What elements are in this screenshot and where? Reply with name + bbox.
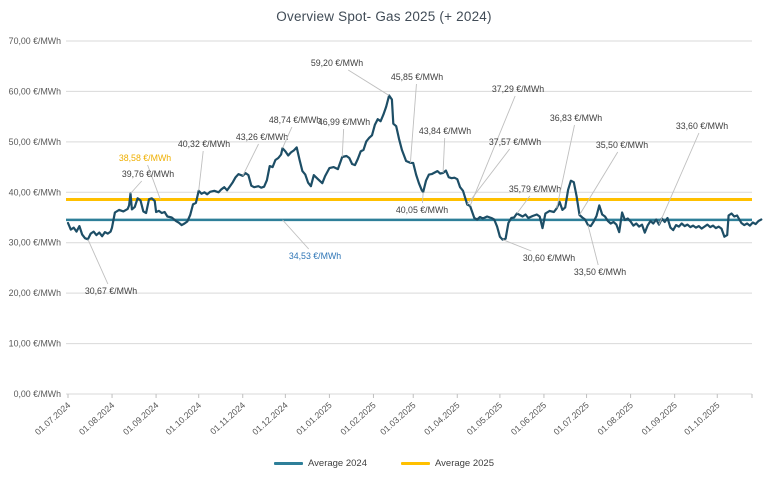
y-axis-tick-label: 50,00 €/MWh <box>9 137 61 147</box>
annotation-leader <box>502 239 532 252</box>
annotation-label: 38,58 €/MWh <box>119 153 171 163</box>
y-axis-tick-label: 60,00 €/MWh <box>9 86 61 96</box>
price-line <box>66 94 763 241</box>
annotation-leader <box>409 83 417 163</box>
annotation-label: 43,84 €/MWh <box>419 126 471 136</box>
annotation-label: 40,32 €/MWh <box>178 139 230 149</box>
annotation-leader <box>198 150 204 191</box>
annotation-label: 40,05 €/MWh <box>396 205 448 215</box>
annotation-leader <box>422 192 424 204</box>
x-axis-tick-label: 01.11.2024 <box>208 400 247 437</box>
annotation-label: 35,79 €/MWh <box>509 184 561 194</box>
x-axis-tick-label: 01.10.2025 <box>682 400 721 437</box>
annotation-leader <box>242 143 259 177</box>
annotation-leader <box>282 126 293 149</box>
annotation-label: 45,85 €/MWh <box>391 72 443 82</box>
legend-label-average-2025: Average 2025 <box>435 458 494 469</box>
annotation-label: 46,99 €/MWh <box>318 117 370 127</box>
annotation-leader <box>147 164 161 200</box>
x-axis-tick-label: 01.03.2025 <box>378 400 417 437</box>
legend-label-average-2024: Average 2024 <box>308 458 367 469</box>
annotation-label: 37,29 €/MWh <box>492 84 544 94</box>
y-axis-tick-label: 30,00 €/MWh <box>9 238 61 248</box>
annotation-leader <box>469 95 516 207</box>
annotation-leader <box>282 219 310 250</box>
x-axis-tick-label: 01.09.2025 <box>640 400 679 437</box>
x-axis-tick-label: 01.10.2024 <box>164 400 203 437</box>
x-axis-tick-label: 01.01.2025 <box>294 400 333 437</box>
annotation-leader <box>442 137 446 173</box>
annotation-leader <box>587 224 599 266</box>
x-axis-tick-label: 01.06.2025 <box>509 400 548 437</box>
annotation-label: 33,60 €/MWh <box>676 121 728 131</box>
annotation-leader <box>87 239 109 285</box>
annotation-leader <box>556 124 575 209</box>
x-axis-tick-label: 01.04.2025 <box>422 400 461 437</box>
annotation-leader <box>658 132 700 225</box>
annotation-label: 33,50 €/MWh <box>574 267 626 277</box>
y-axis-tick-label: 20,00 €/MWh <box>9 288 61 298</box>
annotation-label: 59,20 €/MWh <box>311 58 363 68</box>
x-axis-tick-label: 01.08.2025 <box>596 400 635 437</box>
annotation-leader <box>516 195 531 214</box>
x-axis-tick-label: 01.08.2024 <box>77 400 116 437</box>
x-axis-tick-label: 01.09.2024 <box>121 400 160 437</box>
annotation-label: 48,74 €/MWh <box>269 115 321 125</box>
y-axis-tick-label: 40,00 €/MWh <box>9 187 61 197</box>
y-axis-tick-label: 70,00 €/MWh <box>9 36 61 46</box>
annotation-leader <box>466 148 511 205</box>
annotation-leader <box>130 180 143 194</box>
x-axis-tick-label: 01.07.2025 <box>551 400 590 437</box>
annotation-leader <box>341 128 345 158</box>
legend-swatch-average-2024 <box>274 462 303 465</box>
x-axis-tick-label: 01.07.2024 <box>33 400 72 437</box>
annotation-label: 43,26 €/MWh <box>236 132 288 142</box>
chart-title: Overview Spot- Gas 2025 (+ 2024) <box>276 9 492 24</box>
annotation-label: 34,53 €/MWh <box>289 251 341 261</box>
annotation-leader <box>347 69 390 96</box>
y-axis-tick-label: 0,00 €/MWh <box>14 389 62 399</box>
annotation-label: 36,83 €/MWh <box>550 113 602 123</box>
annotation-label: 39,76 €/MWh <box>122 169 174 179</box>
x-axis-tick-label: 01.05.2025 <box>465 400 504 437</box>
legend-item-average-2025: Average 2025 <box>401 458 494 469</box>
annotation-label: 30,67 €/MWh <box>85 286 137 296</box>
annotation-label: 35,50 €/MWh <box>596 140 648 150</box>
annotation-label: 30,60 €/MWh <box>523 253 575 263</box>
legend: Average 2024 Average 2025 <box>0 458 768 469</box>
x-axis-tick-label: 01.12.2024 <box>250 400 289 437</box>
y-axis-tick-label: 10,00 €/MWh <box>9 339 61 349</box>
legend-item-average-2024: Average 2024 <box>274 458 367 469</box>
x-axis-tick-label: 01.02.2025 <box>338 400 377 437</box>
legend-swatch-average-2025 <box>401 461 430 466</box>
annotation-leader <box>579 151 619 216</box>
annotation-label: 37,57 €/MWh <box>489 137 541 147</box>
